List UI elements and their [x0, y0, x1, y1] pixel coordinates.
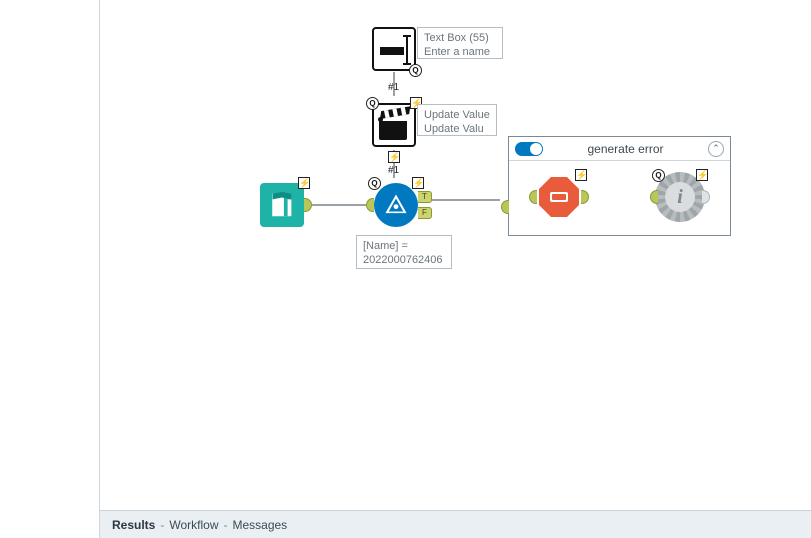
- output-anchor-false[interactable]: F: [418, 207, 432, 219]
- workflow-canvas[interactable]: Q #1 Q ⚡ ⚡ #1 ⚡: [100, 0, 811, 510]
- container-input-anchor[interactable]: [501, 200, 509, 214]
- connection-wires: [100, 0, 811, 510]
- footer-sep: -: [223, 518, 227, 532]
- annotation-line: Update Valu: [424, 122, 490, 136]
- tool-browse[interactable]: i Q ⚡: [658, 175, 702, 219]
- bolt-badge-icon: ⚡: [412, 177, 424, 189]
- tool-action[interactable]: Q ⚡: [372, 103, 416, 147]
- container-title: generate error: [549, 142, 702, 156]
- tool-container[interactable]: generate error ⌃ ⚡ i: [508, 136, 731, 236]
- footer-messages[interactable]: Messages: [232, 518, 287, 532]
- annotation-line: [Name] =: [363, 239, 445, 253]
- input-anchor[interactable]: [366, 198, 374, 212]
- info-gear-icon: i: [658, 175, 702, 219]
- q-badge-icon: Q: [652, 169, 665, 182]
- tool-filter[interactable]: Q ⚡ T F: [374, 183, 418, 227]
- footer-sep: -: [160, 518, 164, 532]
- bolt-badge-icon: ⚡: [298, 177, 310, 189]
- annotation-filter[interactable]: [Name] = 2022000762406: [356, 235, 452, 269]
- footer-results[interactable]: Results: [112, 518, 155, 532]
- bolt-badge-icon: ⚡: [388, 151, 400, 163]
- stop-sign-icon: [537, 175, 581, 219]
- annotation-line: 2022000762406: [363, 253, 445, 267]
- output-anchor[interactable]: [581, 190, 589, 204]
- tool-input[interactable]: ⚡: [260, 183, 304, 227]
- q-badge-icon: Q: [368, 177, 381, 190]
- footer-workflow[interactable]: Workflow: [169, 518, 218, 532]
- output-anchor[interactable]: [304, 198, 312, 212]
- filter-icon: [374, 183, 418, 227]
- bolt-badge-icon: ⚡: [575, 169, 587, 181]
- annotation-line: Update Value: [424, 108, 490, 122]
- q-badge-icon: Q: [366, 97, 379, 110]
- q-badge-icon: Q: [409, 64, 422, 77]
- left-panel: [0, 0, 100, 538]
- annotation-line: Text Box (55): [424, 31, 496, 45]
- bolt-badge-icon: ⚡: [696, 169, 708, 181]
- annotation-textbox[interactable]: Text Box (55) Enter a name: [417, 27, 503, 59]
- textbox-icon: [372, 27, 416, 71]
- tool-textbox[interactable]: Q: [372, 27, 416, 71]
- output-anchor[interactable]: [702, 190, 710, 204]
- workflow-canvas-area: Q #1 Q ⚡ ⚡ #1 ⚡: [100, 0, 811, 538]
- label-seq-1a: #1: [388, 82, 399, 93]
- label-seq-1b: #1: [388, 165, 399, 176]
- input-data-icon: [260, 183, 304, 227]
- container-header: generate error ⌃: [509, 137, 730, 161]
- output-anchor-true[interactable]: T: [418, 191, 432, 203]
- tool-message-error[interactable]: ⚡: [537, 175, 581, 219]
- container-collapse-button[interactable]: ⌃: [708, 141, 724, 157]
- input-anchor[interactable]: [529, 190, 537, 204]
- results-footer[interactable]: Results - Workflow - Messages: [100, 510, 811, 538]
- annotation-action[interactable]: Update Value Update Valu: [417, 104, 497, 136]
- input-anchor[interactable]: [650, 190, 658, 204]
- container-toggle[interactable]: [515, 142, 543, 156]
- clapboard-icon: [372, 103, 416, 147]
- annotation-line: Enter a name: [424, 45, 496, 59]
